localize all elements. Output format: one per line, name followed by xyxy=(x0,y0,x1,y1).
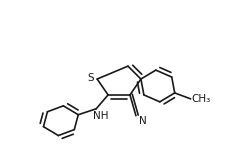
Text: N: N xyxy=(139,116,147,126)
Text: S: S xyxy=(88,73,94,83)
Text: CH₃: CH₃ xyxy=(192,94,211,104)
Text: NH: NH xyxy=(93,111,109,121)
